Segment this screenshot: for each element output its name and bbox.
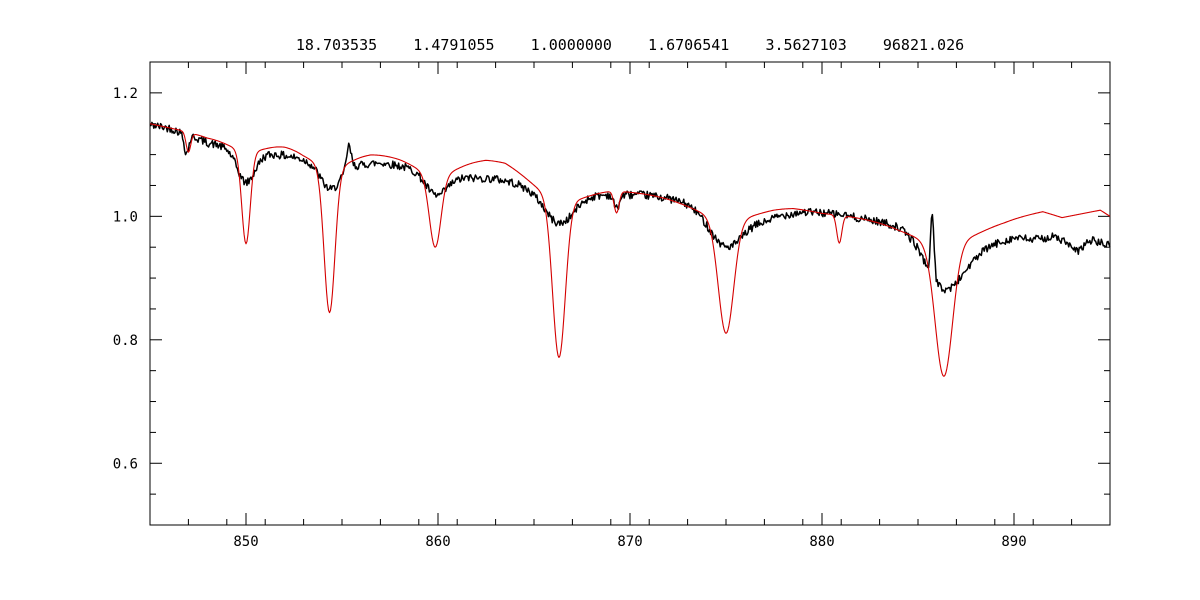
observed-spectrum-line — [149, 121, 1111, 294]
y-tick-label: 0.8 — [113, 333, 138, 349]
axis-box — [149, 61, 1111, 526]
x-tick-label: 880 — [809, 534, 834, 550]
y-tick-label: 0.6 — [113, 456, 138, 472]
y-tick-label: 1.2 — [113, 86, 138, 102]
x-tick-label: 850 — [233, 534, 258, 550]
model-spectrum-line — [149, 123, 1111, 377]
y-tick-label: 1.0 — [113, 209, 138, 225]
x-tick-label: 890 — [1001, 534, 1026, 550]
x-tick-label: 860 — [425, 534, 450, 550]
x-tick-label: 870 — [617, 534, 642, 550]
fit-parameters-title: 18.703535 1.4791055 1.0000000 1.6706541 … — [295, 36, 965, 54]
